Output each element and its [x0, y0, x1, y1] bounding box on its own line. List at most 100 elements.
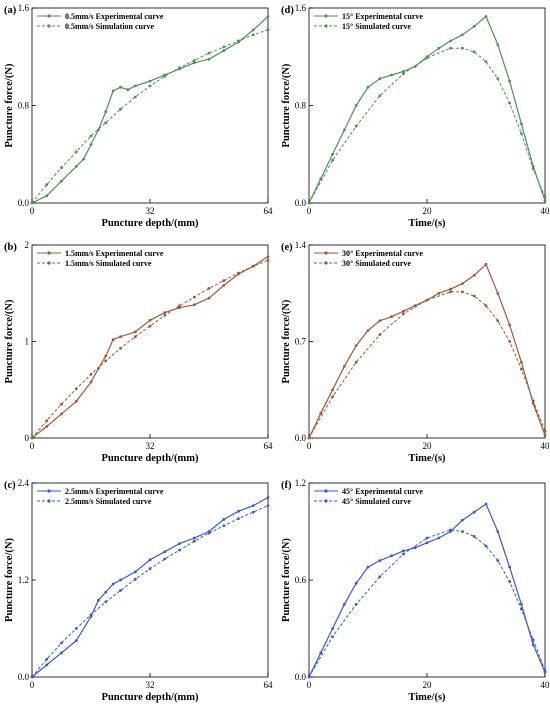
- series-line-0: [31, 256, 269, 439]
- data-point: [543, 429, 547, 433]
- data-point: [366, 329, 370, 332]
- data-point: [354, 581, 358, 585]
- x-tick-label: 20: [423, 441, 433, 451]
- data-point: [331, 635, 334, 638]
- data-point: [343, 602, 346, 606]
- data-point: [496, 77, 500, 81]
- data-point: [60, 651, 63, 655]
- data-point: [266, 15, 270, 18]
- data-point: [331, 158, 334, 162]
- plot-frame: [308, 7, 546, 204]
- data-point: [354, 104, 358, 107]
- y-axis-label: Puncture force/(N): [281, 63, 292, 147]
- series-line-1: [308, 47, 546, 204]
- data-point: [496, 291, 500, 295]
- data-point: [251, 510, 255, 514]
- data-point: [484, 304, 488, 308]
- data-point: [126, 88, 130, 92]
- data-point: [74, 387, 78, 391]
- data-point: [378, 319, 382, 323]
- legend-marker: [324, 24, 328, 28]
- data-point: [425, 56, 429, 60]
- data-point: [148, 567, 152, 571]
- legend-marker: [47, 261, 51, 265]
- data-point: [461, 290, 464, 294]
- data-point: [111, 89, 115, 93]
- x-axis-label: Puncture depth/(mm): [102, 218, 199, 229]
- data-point: [543, 433, 547, 437]
- y-axis-label: Puncture force/(N): [281, 299, 292, 383]
- x-axis-label: Puncture depth/(mm): [102, 453, 199, 464]
- data-point: [378, 333, 382, 336]
- panel-label: (e): [281, 242, 293, 253]
- data-point: [82, 157, 85, 161]
- data-point: [148, 324, 152, 328]
- data-point: [237, 271, 240, 275]
- legend-label: 2.5mm/s Experimental curve: [65, 487, 164, 496]
- y-tick-label: 2.4: [18, 478, 30, 488]
- x-tick-label: 0: [307, 206, 312, 216]
- x-tick-label: 0: [30, 441, 35, 451]
- data-point: [520, 602, 523, 606]
- data-point: [266, 259, 270, 262]
- data-point: [378, 94, 382, 98]
- data-point: [266, 504, 270, 507]
- data-point: [531, 638, 535, 642]
- data-point: [163, 74, 167, 78]
- data-point: [192, 536, 196, 540]
- data-point: [251, 264, 255, 268]
- legend-marker: [324, 261, 328, 265]
- data-point: [133, 84, 137, 88]
- data-point: [543, 669, 547, 672]
- legend-marker: [324, 251, 328, 255]
- data-point: [449, 528, 452, 532]
- panel-label: (a): [4, 5, 17, 16]
- data-point: [508, 580, 511, 583]
- y-tick-label: 0.8: [295, 101, 307, 111]
- chart-panel-3: 0 20 40 0.0 0.8 1.6 Time/(s) Puncture force/(N)…: [281, 3, 550, 229]
- x-tick-label: 20: [423, 680, 433, 690]
- data-point: [178, 542, 181, 545]
- legend-label: 30° Simulated curve: [342, 259, 411, 268]
- data-point: [484, 502, 488, 506]
- x-tick-label: 64: [264, 206, 274, 216]
- panel-label: (b): [4, 242, 17, 253]
- data-point: [207, 296, 211, 300]
- data-point: [30, 201, 34, 205]
- legend-label: 30° Experimental curve: [342, 249, 423, 258]
- data-point: [148, 84, 152, 88]
- y-tick-label: 0.0: [18, 672, 30, 682]
- data-point: [148, 318, 152, 322]
- data-point: [30, 675, 34, 679]
- data-point: [484, 544, 488, 548]
- data-point: [45, 194, 49, 198]
- y-tick-label: 0.0: [295, 433, 307, 443]
- x-tick-label: 32: [146, 206, 155, 216]
- data-point: [354, 344, 358, 347]
- data-point: [343, 364, 346, 368]
- y-tick-label: 0.0: [18, 198, 30, 208]
- data-point: [390, 315, 393, 319]
- legend-marker: [324, 499, 328, 503]
- data-point: [251, 504, 255, 507]
- y-axis-label: Puncture force/(N): [4, 63, 15, 147]
- data-point: [104, 354, 108, 358]
- data-point: [45, 419, 49, 422]
- data-point: [437, 46, 441, 50]
- y-tick-label: 1.2: [18, 575, 29, 585]
- data-point: [496, 43, 500, 46]
- x-tick-label: 0: [30, 206, 35, 216]
- data-point: [343, 128, 346, 132]
- legend-marker: [47, 499, 51, 503]
- y-axis-label: Puncture force/(N): [4, 538, 15, 622]
- data-point: [45, 663, 49, 667]
- data-point: [192, 539, 196, 543]
- data-point: [111, 338, 115, 341]
- data-point: [45, 183, 49, 187]
- legend-marker: [324, 14, 328, 18]
- data-point: [119, 589, 122, 592]
- data-point: [531, 399, 535, 403]
- data-point: [178, 304, 181, 308]
- data-point: [520, 122, 523, 126]
